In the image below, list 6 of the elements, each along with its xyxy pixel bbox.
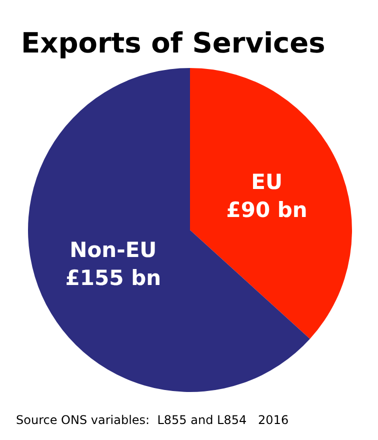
slice-label: EU <box>251 170 283 194</box>
chart-title: Exports of Services <box>21 26 326 60</box>
source-note: Source ONS variables: L855 and L854 2016 <box>16 413 289 427</box>
data-label: £90 bn <box>226 198 308 222</box>
data-label: £155 bn <box>65 266 162 290</box>
slice-label: Non-EU <box>70 238 157 262</box>
